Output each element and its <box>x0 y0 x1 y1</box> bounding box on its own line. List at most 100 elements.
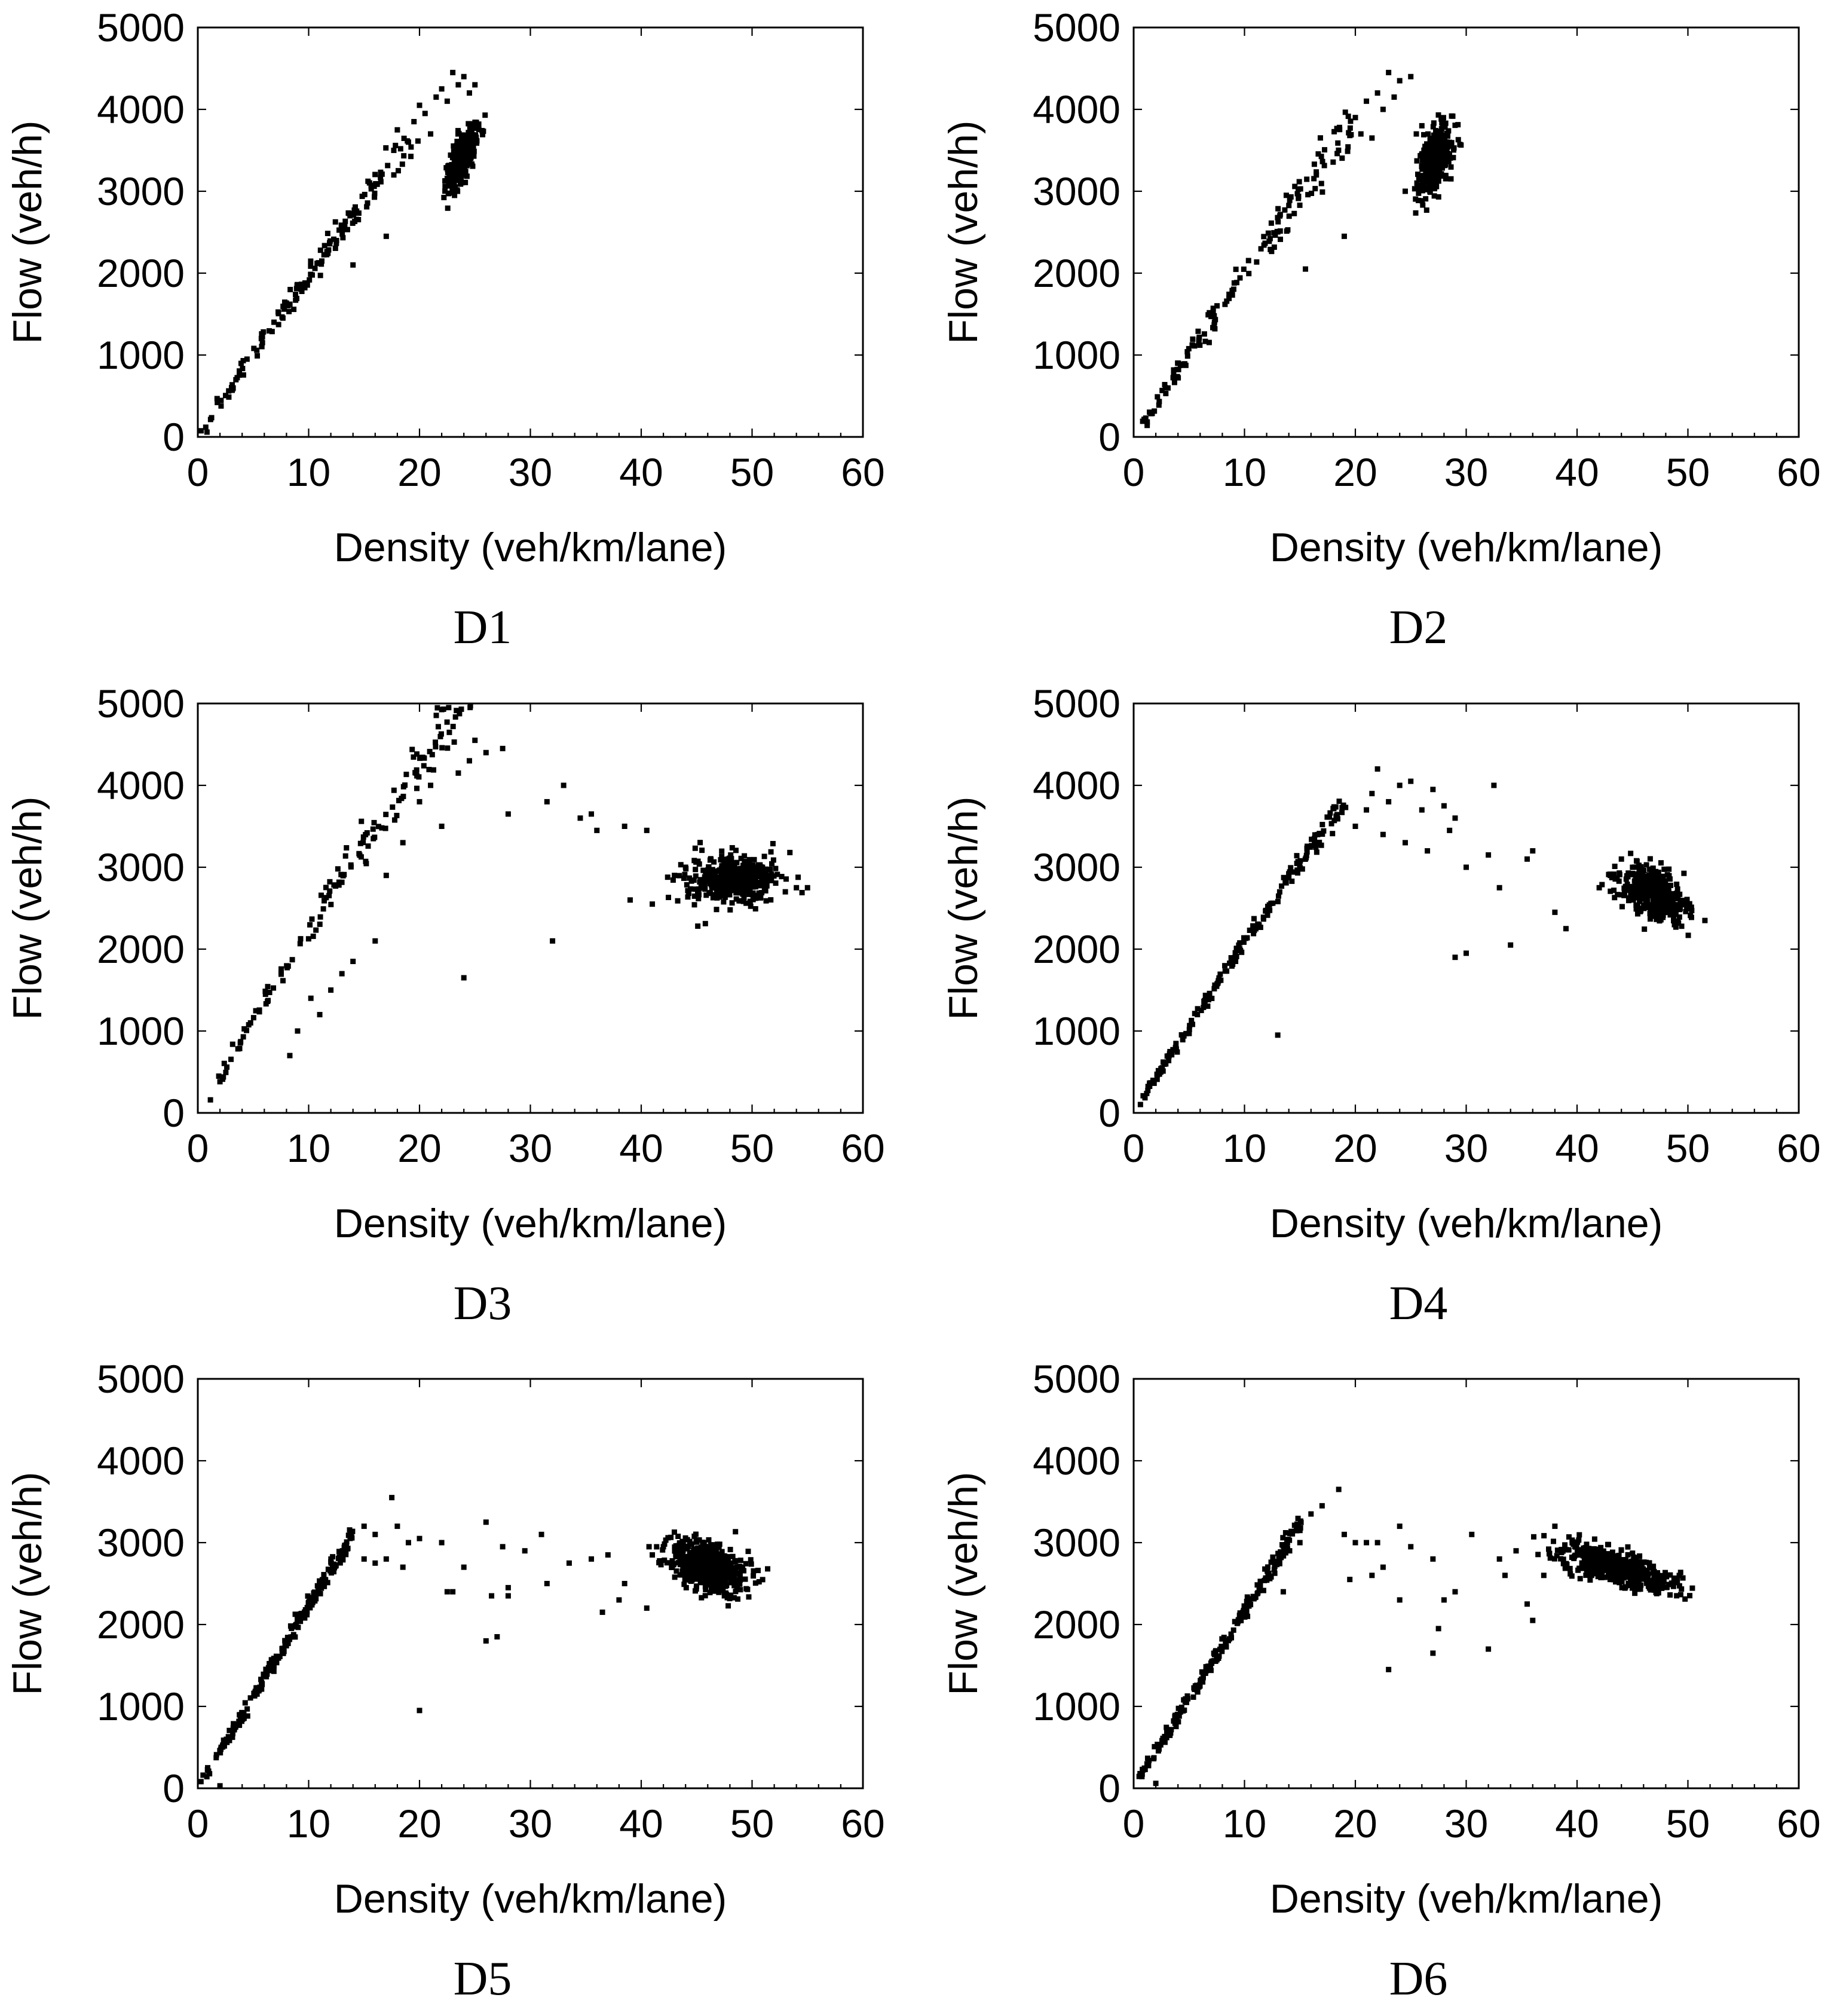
data-point <box>291 307 297 313</box>
data-point <box>401 135 407 141</box>
data-point <box>747 898 753 904</box>
x-tick-label: 30 <box>1444 1801 1488 1846</box>
data-point <box>1591 1536 1597 1542</box>
data-point <box>1208 314 1214 320</box>
data-point <box>1143 415 1149 421</box>
data-point <box>458 175 464 181</box>
data-point <box>464 163 470 169</box>
data-point <box>1676 1583 1682 1589</box>
data-point <box>1244 1608 1250 1614</box>
data-point <box>483 1638 489 1644</box>
data-point <box>1612 895 1618 901</box>
data-point <box>1636 1579 1642 1585</box>
data-point <box>1643 1580 1649 1586</box>
data-point <box>721 889 727 895</box>
data-point <box>1443 176 1449 182</box>
data-point <box>751 856 757 862</box>
data-point <box>715 1581 721 1587</box>
data-point <box>1190 1694 1196 1700</box>
data-point <box>1635 1571 1641 1577</box>
data-point <box>259 344 265 350</box>
y-axis-title: Flow (veh/h) <box>5 120 50 344</box>
data-point <box>240 357 246 363</box>
data-point <box>742 1576 748 1582</box>
data-point <box>1272 1559 1278 1565</box>
data-point <box>737 888 743 894</box>
data-point <box>281 299 287 305</box>
data-point <box>292 1611 298 1617</box>
data-point <box>646 1544 652 1550</box>
data-point <box>755 872 761 878</box>
data-point <box>1352 115 1358 121</box>
data-point <box>247 1020 253 1026</box>
data-point <box>366 180 372 186</box>
y-tick-label: 2000 <box>1033 251 1120 295</box>
data-point <box>480 131 486 137</box>
data-point <box>1189 342 1195 348</box>
data-point <box>1630 1550 1636 1556</box>
panel-caption: D6 <box>1389 1953 1448 2005</box>
data-point <box>1210 305 1216 311</box>
data-point <box>1419 185 1425 191</box>
data-point <box>408 154 414 160</box>
data-point <box>1431 193 1437 199</box>
data-point <box>1189 1017 1195 1023</box>
data-point <box>294 283 300 289</box>
data-point <box>728 882 734 888</box>
data-point <box>1196 1684 1202 1690</box>
data-point <box>1265 904 1270 910</box>
data-point <box>505 811 511 817</box>
y-axis-title: Flow (veh/h) <box>941 120 986 344</box>
data-point <box>732 879 738 885</box>
data-point <box>1575 1567 1581 1573</box>
data-point <box>685 888 691 894</box>
data-point <box>743 1561 749 1567</box>
data-point <box>743 900 749 906</box>
data-point <box>458 706 464 712</box>
data-point <box>1397 78 1403 84</box>
data-point <box>703 892 709 898</box>
data-point <box>700 1540 706 1546</box>
data-point <box>391 787 397 793</box>
data-point <box>702 920 708 926</box>
data-point <box>702 1565 708 1571</box>
data-point <box>1282 207 1288 213</box>
data-point <box>1686 905 1692 911</box>
data-point <box>455 157 461 163</box>
data-point <box>1424 161 1430 167</box>
data-point <box>1281 1553 1287 1559</box>
data-point <box>737 1577 743 1583</box>
data-point <box>750 870 756 876</box>
data-point <box>401 153 407 159</box>
data-point <box>656 1559 662 1565</box>
data-point <box>1276 1555 1282 1561</box>
data-point <box>371 819 377 825</box>
data-point <box>712 892 718 898</box>
y-tick-label: 4000 <box>97 87 185 131</box>
data-point <box>748 876 754 882</box>
data-point <box>1319 831 1325 837</box>
data-point <box>1566 1534 1572 1540</box>
data-point <box>1286 871 1292 877</box>
data-point <box>1648 874 1654 880</box>
data-point <box>1164 1729 1169 1734</box>
y-tick-label: 5000 <box>1033 681 1120 726</box>
data-point <box>383 812 389 818</box>
data-point <box>1397 782 1403 788</box>
data-point <box>1677 901 1683 907</box>
data-point <box>500 1544 506 1550</box>
data-point <box>1599 1553 1605 1559</box>
data-point <box>364 204 370 210</box>
data-point <box>1436 167 1442 173</box>
data-point <box>1628 1578 1634 1584</box>
data-point <box>1664 1584 1670 1590</box>
data-point <box>240 366 246 372</box>
data-point <box>309 916 315 922</box>
data-point <box>1233 958 1239 964</box>
data-point <box>719 848 725 854</box>
data-point <box>383 1556 389 1562</box>
data-point <box>1336 147 1342 153</box>
data-point <box>1201 1004 1207 1010</box>
data-point <box>705 877 711 883</box>
data-point <box>1402 188 1408 194</box>
